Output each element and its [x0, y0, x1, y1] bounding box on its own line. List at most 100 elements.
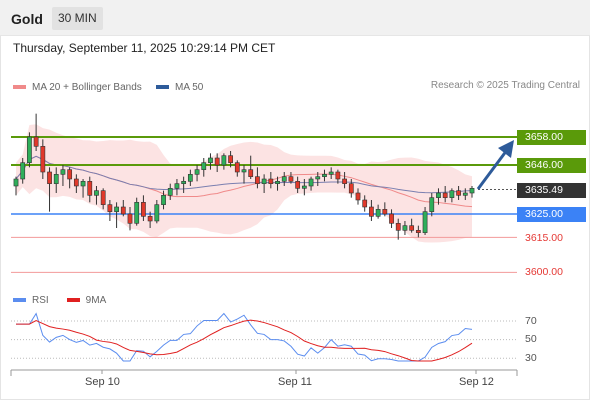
candle-body [53, 174, 59, 184]
rsi-line [16, 312, 473, 362]
price-tag-s1: 3625.00 [517, 207, 586, 222]
candle-body [94, 190, 99, 196]
candle-body [409, 225, 415, 231]
candle-body [389, 213, 394, 224]
candle-body [248, 169, 254, 177]
candle-body [228, 155, 233, 163]
price-label-s2: 3615.00 [525, 232, 563, 244]
candle-body [456, 190, 461, 196]
candle-body [107, 204, 113, 212]
candle-body [174, 183, 180, 189]
timeframe-badge[interactable]: 30 MIN [52, 7, 103, 30]
candle-body [141, 202, 146, 217]
candle-body [395, 223, 401, 231]
candle-body [33, 136, 39, 147]
candle-body [308, 178, 314, 187]
header-bar: Gold 30 MIN [0, 0, 590, 36]
candle-body [402, 225, 408, 231]
candle-body [20, 162, 26, 180]
candle-body [87, 181, 93, 196]
candle-body [167, 188, 173, 196]
candle-body [187, 174, 193, 182]
candle-body [442, 192, 448, 198]
candle-body [415, 230, 421, 233]
forecast-arrow-head [498, 140, 514, 158]
candle-body [73, 178, 79, 187]
rsi-swatch [13, 298, 26, 302]
price-label-s3: 3600.00 [525, 266, 563, 278]
candle-body [301, 185, 307, 189]
legend-label: MA 50 [175, 81, 204, 93]
candle-body [40, 146, 46, 173]
rsi-ma9-line [16, 319, 473, 362]
candle-body [382, 209, 388, 215]
candle-body [268, 178, 274, 184]
candle-body [369, 206, 374, 217]
candle-body [67, 169, 73, 180]
candle-body [194, 169, 200, 175]
candle-body [335, 171, 341, 180]
legend-swatch [13, 85, 26, 89]
candle-body [436, 192, 441, 198]
instrument-title: Gold [11, 11, 43, 27]
candle-body [355, 192, 361, 201]
research-credit: Research © 2025 Trading Central [430, 80, 580, 91]
candle-body [315, 176, 321, 180]
candle-body [201, 162, 207, 170]
rsi-legend: RSI 9MA [13, 293, 106, 307]
candle-body [348, 183, 354, 194]
x-tick-sep11: Sep 11 [278, 376, 313, 388]
candle-body [181, 181, 187, 184]
legend-swatch [156, 85, 169, 89]
candle-body [469, 188, 475, 194]
candle-body [449, 190, 455, 198]
ma9-legend-label: 9MA [85, 294, 107, 306]
price-tag-r1: 3646.00 [517, 158, 586, 173]
candle-body [322, 174, 327, 177]
price-tag-last: 3635.49 [517, 183, 586, 198]
x-tick-sep12: Sep 12 [459, 376, 494, 388]
candle-body [362, 199, 368, 208]
candle-body [422, 211, 428, 233]
rsi-tick-70: 70 [525, 315, 537, 327]
rsi-tick-50: 50 [525, 333, 537, 345]
candle-body [47, 171, 52, 184]
candle-body [241, 169, 247, 173]
candle-body [214, 157, 220, 166]
candle-body [328, 171, 334, 175]
candle-body [429, 197, 435, 212]
candle-body [114, 206, 119, 212]
candle-body [255, 176, 260, 184]
candle-body [275, 181, 280, 184]
candle-body [147, 216, 153, 222]
candle-body [221, 155, 227, 166]
legend-ma20: MA 20 + Bollinger Bands [13, 80, 142, 94]
candle-body [234, 162, 240, 173]
candle-body [127, 213, 133, 224]
price-tag-r2: 3658.00 [517, 130, 586, 145]
candle-body [375, 209, 381, 217]
candle-body [100, 190, 106, 205]
candle-body [161, 195, 166, 205]
candle-body [342, 178, 347, 184]
candle-body [134, 202, 140, 224]
ma9-swatch [66, 298, 80, 302]
forecast-arrow [476, 149, 509, 190]
candle-body [27, 136, 32, 163]
rsi-legend-label: RSI [32, 294, 49, 306]
candle-body [208, 157, 213, 163]
x-tick-sep10: Sep 10 [85, 376, 120, 388]
candle-body [295, 181, 301, 189]
rsi-tick-30: 30 [525, 352, 537, 364]
timestamp: Thursday, September 11, 2025 10:29:14 PM… [13, 41, 276, 55]
candle-body [281, 176, 287, 182]
candle-body [462, 192, 468, 196]
candle-body [120, 206, 126, 215]
legend-label: MA 20 + Bollinger Bands [32, 81, 142, 93]
candle-body [154, 204, 160, 222]
candle-body [13, 178, 19, 187]
candle-body [261, 178, 267, 184]
candle-body [288, 176, 294, 182]
legend-ma50: MA 50 [156, 80, 203, 94]
candle-body [60, 169, 66, 175]
